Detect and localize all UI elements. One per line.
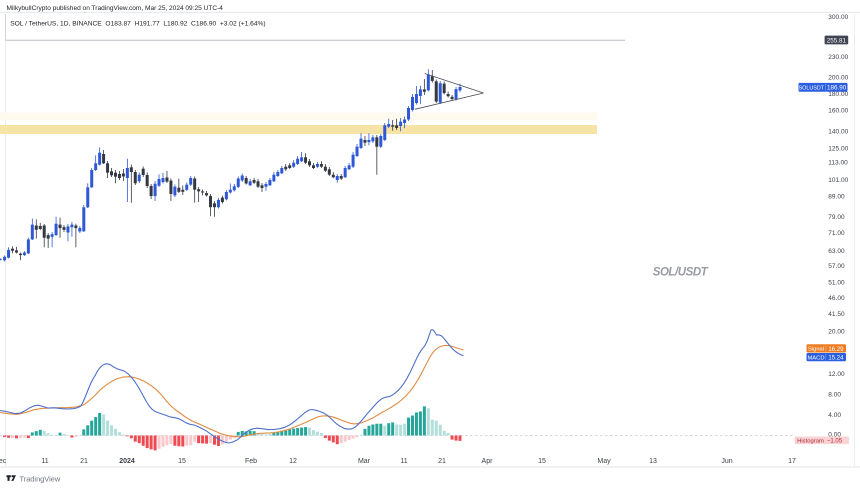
svg-text:Mar: Mar xyxy=(358,458,371,465)
svg-text:71.00: 71.00 xyxy=(828,230,845,237)
svg-text:0.00: 0.00 xyxy=(828,432,841,439)
svg-text:63.00: 63.00 xyxy=(828,248,845,255)
svg-text:11: 11 xyxy=(400,458,407,465)
svg-text:12.00: 12.00 xyxy=(828,371,845,378)
svg-text:21: 21 xyxy=(438,458,446,465)
svg-text:15.24: 15.24 xyxy=(828,356,844,362)
svg-text:May: May xyxy=(597,458,611,465)
svg-text:15: 15 xyxy=(538,458,546,465)
svg-text:2024: 2024 xyxy=(119,458,135,465)
svg-text:MilkybullCrypto published on T: MilkybullCrypto published on TradingView… xyxy=(7,5,224,12)
svg-text:Feb: Feb xyxy=(245,458,257,465)
svg-text:46.00: 46.00 xyxy=(828,295,845,302)
svg-text:Apr: Apr xyxy=(482,458,494,465)
svg-text:160.00: 160.00 xyxy=(828,108,848,115)
svg-text:101.00: 101.00 xyxy=(828,177,848,184)
svg-text:11: 11 xyxy=(41,458,48,465)
svg-text:255.81: 255.81 xyxy=(827,37,847,44)
svg-text:12: 12 xyxy=(289,458,297,465)
svg-text:Histogram: Histogram xyxy=(797,439,824,445)
svg-text:SOL / TetherUS, 1D, BINANCE O: SOL / TetherUS, 1D, BINANCE O183.87 H191… xyxy=(10,20,265,27)
svg-text:Jun: Jun xyxy=(721,458,732,465)
svg-text:SOLUSDT: SOLUSDT xyxy=(799,85,825,91)
svg-text:140.00: 140.00 xyxy=(828,129,848,136)
svg-text:21: 21 xyxy=(80,458,88,465)
svg-text:89.00: 89.00 xyxy=(828,194,845,201)
svg-text:13: 13 xyxy=(649,458,657,465)
svg-text:TradingView: TradingView xyxy=(20,475,61,484)
svg-text:41.50: 41.50 xyxy=(828,311,845,318)
svg-text:113.00: 113.00 xyxy=(828,160,848,167)
svg-text:4.00: 4.00 xyxy=(828,412,841,419)
svg-text:300.00: 300.00 xyxy=(828,14,848,21)
svg-text:230.00: 230.00 xyxy=(828,54,848,61)
svg-text:51.00: 51.00 xyxy=(828,280,845,287)
svg-text:Signal: Signal xyxy=(808,347,824,353)
svg-text:57.00: 57.00 xyxy=(828,263,845,270)
svg-text:MACD: MACD xyxy=(807,355,824,361)
svg-text:8.00: 8.00 xyxy=(828,392,841,399)
svg-text:15: 15 xyxy=(178,458,186,465)
svg-text:20.00: 20.00 xyxy=(828,329,845,336)
svg-text:16.29: 16.29 xyxy=(828,347,844,353)
svg-text:SOL/USDT: SOL/USDT xyxy=(653,267,709,279)
svg-text:200.00: 200.00 xyxy=(828,75,848,82)
svg-text:180.00: 180.00 xyxy=(828,91,848,98)
svg-text:Dec: Dec xyxy=(0,458,7,465)
svg-text:125.00: 125.00 xyxy=(828,145,848,152)
svg-text:−1.05: −1.05 xyxy=(827,439,843,445)
svg-text:17: 17 xyxy=(788,458,796,465)
svg-text:79.00: 79.00 xyxy=(828,214,845,221)
svg-text:186.90: 186.90 xyxy=(827,85,847,92)
